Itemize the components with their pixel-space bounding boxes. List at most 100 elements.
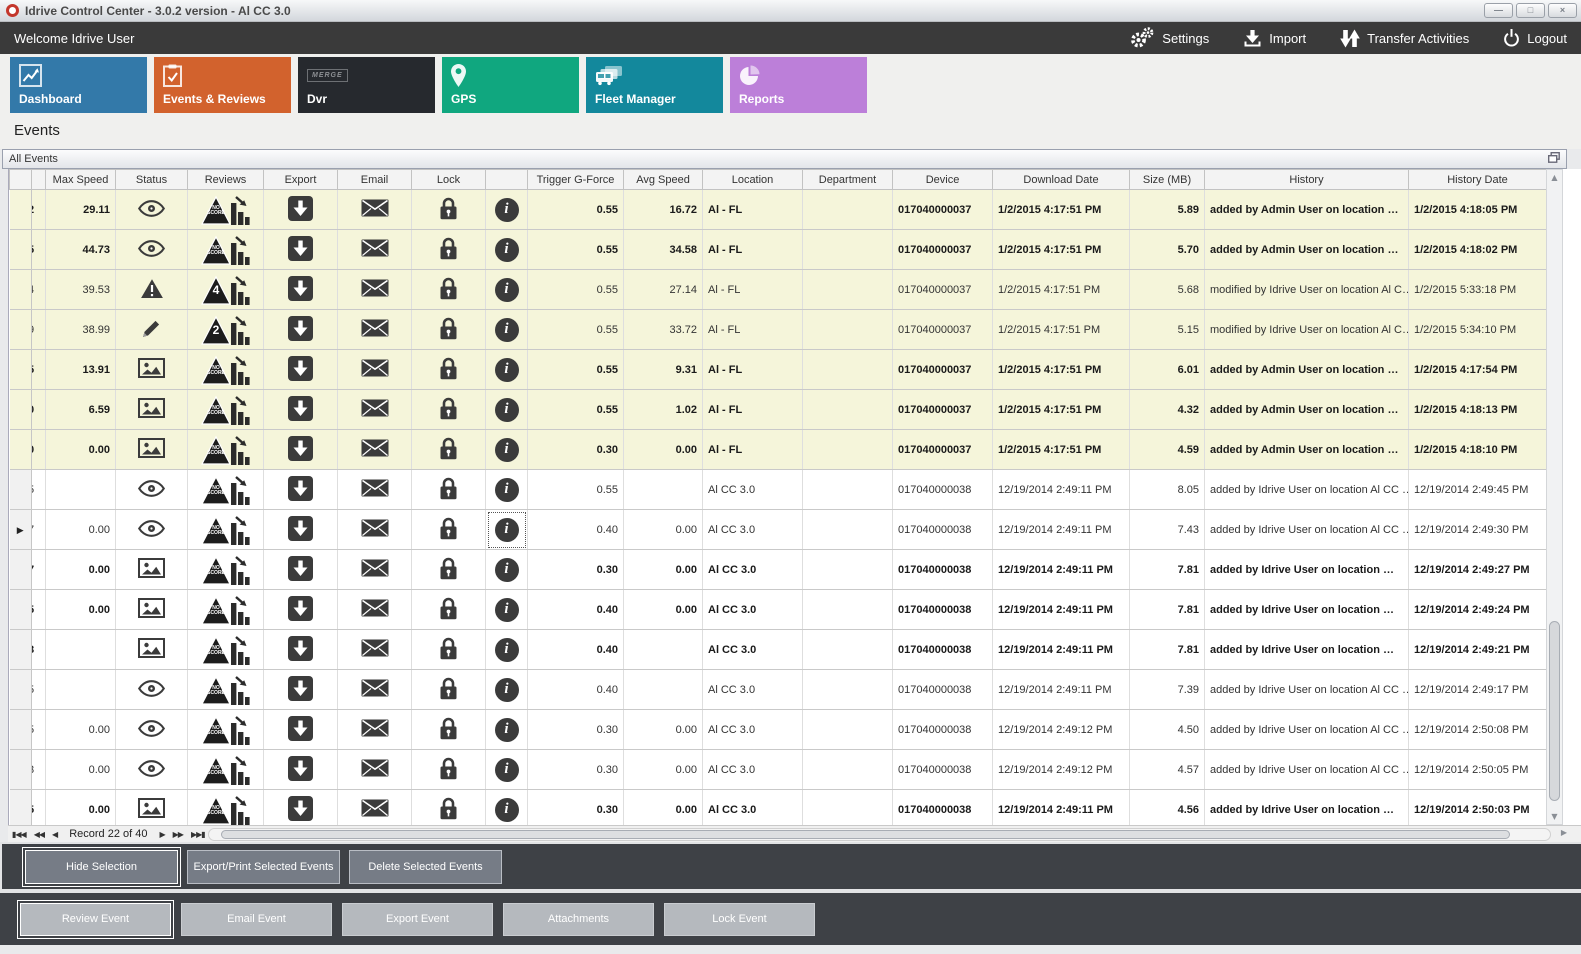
cell-reviews[interactable]: NO SCORE [187,509,264,550]
lock-icon[interactable] [439,277,458,303]
menu-transfer-activities[interactable]: Transfer Activities [1340,27,1469,49]
review-score-icon[interactable]: NO SCORE [201,351,250,385]
cell-email[interactable] [337,429,412,470]
cell-reviews[interactable]: NO SCORE [187,669,264,710]
email-icon[interactable] [361,319,389,340]
export-print-selected-events-button[interactable]: Export/Print Selected Events [187,849,340,884]
tab-reports[interactable]: Reports [730,57,867,113]
column-header-email[interactable]: Email [337,169,412,190]
email-icon[interactable] [361,519,389,540]
review-score-icon[interactable]: 2 [201,311,250,345]
cell-email[interactable] [337,709,412,750]
review-score-icon[interactable]: NO SCORE [201,191,250,225]
cell-email[interactable] [337,589,412,630]
email-icon[interactable] [361,279,389,300]
column-header-reviews[interactable]: Reviews [187,169,264,190]
lock-icon[interactable] [439,317,458,343]
cell-lock[interactable] [411,349,486,390]
column-header-lock[interactable]: Lock [411,169,486,190]
cell-email[interactable] [337,189,412,230]
cell-lock[interactable] [411,749,486,790]
scroll-down-icon[interactable]: ▼ [1551,812,1558,821]
row-marker[interactable] [9,269,32,310]
cell-export[interactable] [263,749,338,790]
email-icon[interactable] [361,759,389,780]
row-marker[interactable] [9,749,32,790]
email-icon[interactable] [361,599,389,620]
row-marker[interactable] [9,789,32,825]
email-icon[interactable] [361,359,389,380]
column-header-device[interactable]: Device [892,169,993,190]
lock-icon[interactable] [439,717,458,743]
info-icon[interactable]: i [494,397,519,422]
lock-icon[interactable] [439,677,458,703]
cell-lock[interactable] [411,669,486,710]
cell-info[interactable]: i [485,389,528,430]
scroll-up-icon[interactable]: ▲ [1551,173,1558,182]
export-icon[interactable] [288,595,313,624]
record-prev-page-button[interactable]: ◀◀ [33,830,45,839]
cell-export[interactable] [263,349,338,390]
column-header-status[interactable]: Status [115,169,188,190]
cell-info[interactable]: i [485,229,528,270]
cell-lock[interactable] [411,429,486,470]
column-header-export[interactable]: Export [263,169,338,190]
cell-info[interactable]: i [485,469,528,510]
cell-export[interactable] [263,629,338,670]
column-header-avg-speed[interactable]: Avg Speed [623,169,703,190]
row-marker[interactable] [9,589,32,630]
cell-reviews[interactable]: NO SCORE [187,229,264,270]
cell-reviews[interactable]: NO SCORE [187,789,264,825]
cell-email[interactable] [337,549,412,590]
review-score-icon[interactable]: NO SCORE [201,591,250,625]
info-icon[interactable]: i [494,597,519,622]
lock-icon[interactable] [439,597,458,623]
hide-selection-button[interactable]: Hide Selection [25,849,178,884]
horizontal-scrollbar[interactable] [208,828,1551,841]
cell-lock[interactable] [411,309,486,350]
row-marker[interactable] [9,229,32,270]
lock-icon[interactable] [439,437,458,463]
info-icon[interactable]: i [494,677,519,702]
export-icon[interactable] [288,755,313,784]
lock-icon[interactable] [439,637,458,663]
cell-export[interactable] [263,549,338,590]
cell-export[interactable] [263,669,338,710]
tab-gps[interactable]: GPS [442,57,579,113]
cell-reviews[interactable]: 2 [187,309,264,350]
restore-window-icon[interactable] [1547,151,1560,166]
review-score-icon[interactable]: NO SCORE [201,431,250,465]
cell-lock[interactable] [411,389,486,430]
cell-info[interactable]: i [485,749,528,790]
cell-export[interactable] [263,509,338,550]
row-marker[interactable] [9,309,32,350]
tab-dashboard[interactable]: Dashboard [10,57,147,113]
cell-export[interactable] [263,469,338,510]
cell-export[interactable] [263,229,338,270]
email-icon[interactable] [361,799,389,820]
cell-info[interactable]: i [485,709,528,750]
info-icon[interactable]: i [494,237,519,262]
column-header-blank[interactable] [9,169,32,190]
column-header-blank[interactable] [485,169,528,190]
cell-reviews[interactable]: NO SCORE [187,589,264,630]
export-icon[interactable] [288,355,313,384]
export-icon[interactable] [288,395,313,424]
cell-email[interactable] [337,469,412,510]
info-icon[interactable]: i [494,557,519,582]
cell-export[interactable] [263,389,338,430]
cell-export[interactable] [263,589,338,630]
column-header-history[interactable]: History [1204,169,1409,190]
cell-reviews[interactable]: NO SCORE [187,749,264,790]
delete-selected-events-button[interactable]: Delete Selected Events [349,849,502,884]
